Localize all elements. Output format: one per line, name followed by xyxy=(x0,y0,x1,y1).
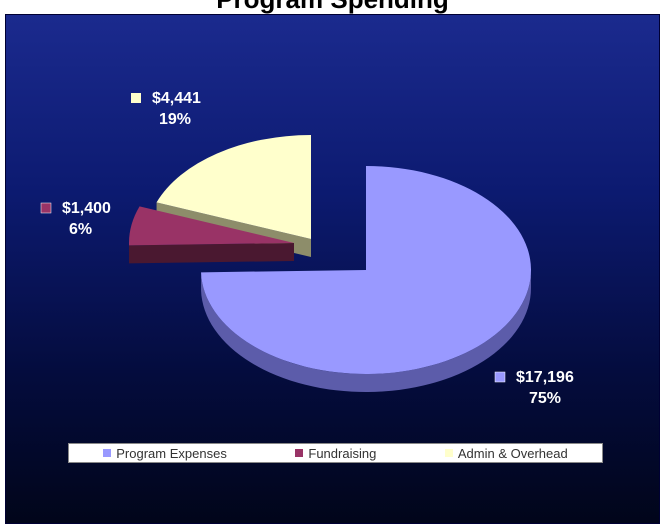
slice-top-fundraising xyxy=(128,206,294,246)
legend-swatch-admin-overhead xyxy=(444,449,453,457)
legend-label-fundraising: Fundraising xyxy=(308,445,377,461)
data-label-percent-fundraising: 6% xyxy=(69,221,92,238)
legend-label-program-expenses: Program Expenses xyxy=(116,445,227,461)
legend-swatch-fundraising xyxy=(295,449,304,457)
legend-item-admin-overhead: Admin & Overhead xyxy=(444,445,568,461)
data-label-value-admin-overhead: $4,441 xyxy=(152,90,201,107)
title-strip: Program Spending xyxy=(0,0,665,14)
legend-item-fundraising: Fundraising xyxy=(295,446,376,461)
data-label-marker-program-expenses xyxy=(494,371,506,383)
slice-top-program-expenses xyxy=(201,166,531,374)
data-label-percent-program-expenses: 75% xyxy=(529,390,561,407)
data-label-value-program-expenses: $17,196 xyxy=(516,369,574,386)
data-label-marker-admin-overhead xyxy=(131,93,141,103)
legend-item-program-expenses: Program Expenses xyxy=(103,446,227,461)
data-label-value-fundraising: $1,400 xyxy=(62,200,111,217)
plot-area xyxy=(5,14,660,524)
legend: Program Expenses Fundraising Admin & Ove… xyxy=(68,443,603,463)
slice-top-admin-overhead xyxy=(156,135,311,239)
data-label-percent-admin-overhead: 19% xyxy=(159,111,191,128)
slice-fundraising xyxy=(128,206,294,264)
slice-side-fundraising-0 xyxy=(129,243,294,264)
slice-rim-program-expenses xyxy=(201,270,532,393)
slice-program-expenses xyxy=(201,166,532,393)
legend-label-admin-overhead: Admin & Overhead xyxy=(457,445,568,461)
legend-swatch-program-expenses xyxy=(103,449,112,457)
chart-title: Program Spending xyxy=(0,0,665,14)
data-label-marker-fundraising xyxy=(40,202,52,214)
